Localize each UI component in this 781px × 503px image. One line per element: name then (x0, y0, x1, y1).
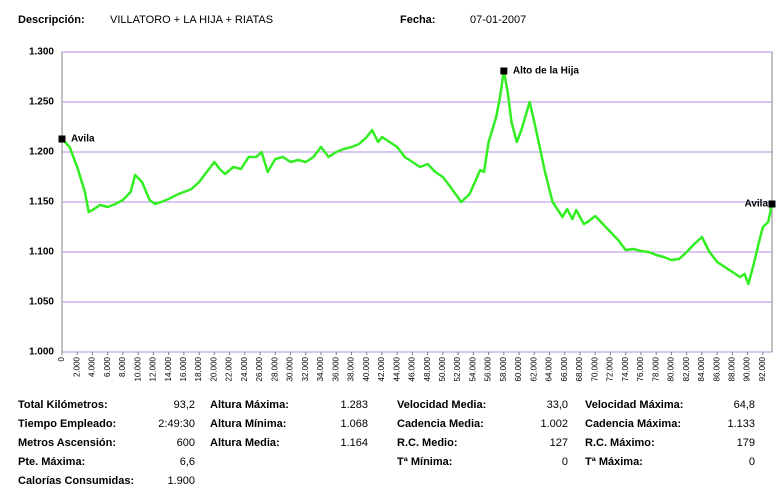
x-tick-label: 64.000 (545, 356, 554, 381)
x-tick-label: 28.000 (270, 356, 279, 381)
x-tick-label: 2.000 (72, 356, 81, 377)
x-tick-label: 4.000 (88, 356, 97, 377)
stat-label: Tª Máxima: (585, 456, 643, 468)
x-tick-label: 80.000 (667, 356, 676, 381)
stat-label: R.C. Medio: (397, 437, 458, 449)
x-tick-label: 74.000 (621, 356, 630, 381)
x-tick-label: 86.000 (712, 356, 721, 381)
x-tick-label: 90.000 (743, 356, 752, 381)
stat-value: 127 (550, 437, 568, 449)
x-tick-label: 54.000 (468, 356, 477, 381)
x-tick-label: 88.000 (727, 356, 736, 381)
stat-value: 600 (177, 437, 195, 449)
x-tick-label: 72.000 (606, 356, 615, 381)
x-tick-label: 62.000 (529, 356, 538, 381)
annotation-label: Avila (71, 134, 95, 145)
stat-label: Altura Mínima: (210, 418, 286, 430)
stat-value: 6,6 (180, 456, 195, 468)
stat-value: 2:49:30 (158, 418, 195, 430)
stat-value: 1.068 (340, 418, 368, 430)
stat-value: 93,2 (174, 399, 195, 411)
stat-value: 0 (562, 456, 568, 468)
x-tick-label: 42.000 (377, 356, 386, 381)
x-tick-label: 52.000 (453, 356, 462, 381)
stat-label: Total Kilómetros: (18, 399, 108, 411)
y-tick-label: 1.100 (29, 247, 54, 258)
y-tick-label: 1.050 (29, 297, 54, 308)
stat-label: Velocidad Máxima: (585, 399, 683, 411)
x-tick-label: 16.000 (179, 356, 188, 381)
x-tick-label: 24.000 (240, 356, 249, 381)
x-tick-label: 38.000 (347, 356, 356, 381)
annotation-label: Alto de la Hija (513, 66, 580, 77)
y-tick-label: 1.250 (29, 97, 54, 108)
x-tick-label: 82.000 (682, 356, 691, 381)
x-tick-label: 48.000 (423, 356, 432, 381)
stat-label: Cadencia Máxima: (585, 418, 681, 430)
stat-value: 33,0 (547, 399, 568, 411)
stat-label: Tiempo Empleado: (18, 418, 116, 430)
stat-value: 64,8 (734, 399, 755, 411)
x-tick-label: 56.000 (484, 356, 493, 381)
x-tick-label: 34.000 (316, 356, 325, 381)
stat-label: R.C. Máximo: (585, 437, 655, 449)
x-tick-label: 78.000 (651, 356, 660, 381)
stat-value: 179 (737, 437, 755, 449)
stat-value: 1.164 (340, 437, 368, 449)
x-tick-label: 68.000 (575, 356, 584, 381)
stat-label: Metros Ascensión: (18, 437, 116, 449)
elevation-line (61, 69, 774, 286)
x-tick-label: 22.000 (225, 356, 234, 381)
stat-value: 0 (749, 456, 755, 468)
x-tick-label: 70.000 (590, 356, 599, 381)
x-tick-label: 18.000 (194, 356, 203, 381)
x-tick-label: 26.000 (255, 356, 264, 381)
x-tick-label: 32.000 (301, 356, 310, 381)
x-tick-label: 36.000 (331, 356, 340, 381)
date: 07-01-2007 (470, 14, 526, 26)
stat-label: Cadencia Media: (397, 418, 484, 430)
stat-label: Altura Máxima: (210, 399, 289, 411)
x-tick-label: 12.000 (149, 356, 158, 381)
annotation-marker (500, 67, 508, 75)
x-tick-label: 44.000 (392, 356, 401, 381)
stat-label: Velocidad Media: (397, 399, 486, 411)
date-label: Fecha: (400, 14, 435, 26)
stat-value: 1.133 (727, 418, 755, 430)
y-tick-label: 1.000 (29, 347, 54, 358)
x-tick-label: 60.000 (514, 356, 523, 381)
stat-value: 1.002 (540, 418, 568, 430)
x-tick-label: 76.000 (636, 356, 645, 381)
annotation-label: Avila (744, 199, 768, 210)
x-tick-label: 0 (57, 356, 66, 361)
annotation-marker (58, 135, 66, 143)
y-tick-label: 1.200 (29, 147, 54, 158)
stat-label: Altura Media: (210, 437, 280, 449)
x-tick-label: 14.000 (164, 356, 173, 381)
stat-label: Calorías Consumidas: (18, 475, 134, 487)
x-tick-label: 58.000 (499, 356, 508, 381)
y-tick-label: 1.150 (29, 197, 54, 208)
x-tick-label: 46.000 (408, 356, 417, 381)
x-tick-label: 40.000 (362, 356, 371, 381)
stat-value: 1.283 (340, 399, 368, 411)
x-tick-label: 6.000 (103, 356, 112, 377)
desc-label: Descripción: (18, 14, 85, 26)
annotation-marker (768, 200, 776, 208)
x-tick-label: 8.000 (118, 356, 127, 377)
y-tick-label: 1.300 (29, 47, 54, 58)
x-tick-label: 50.000 (438, 356, 447, 381)
x-tick-label: 84.000 (697, 356, 706, 381)
description: VILLATORO + LA HIJA + RIATAS (110, 14, 273, 26)
stat-value: 1.900 (167, 475, 195, 487)
x-tick-label: 20.000 (209, 356, 218, 381)
x-tick-label: 10.000 (133, 356, 142, 381)
stat-label: Pte. Máxima: (18, 456, 85, 468)
x-tick-label: 30.000 (286, 356, 295, 381)
stat-label: Tª Mínima: (397, 456, 452, 468)
x-tick-label: 66.000 (560, 356, 569, 381)
x-tick-label: 92.000 (758, 356, 767, 381)
